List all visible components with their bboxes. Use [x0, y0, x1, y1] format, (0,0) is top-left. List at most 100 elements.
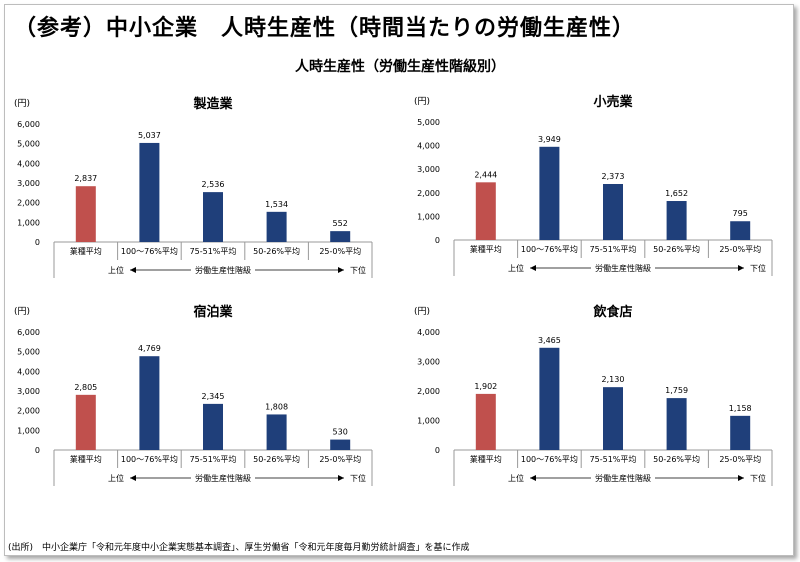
bar [75, 394, 96, 450]
y-tick-label: 3,000 [17, 179, 40, 188]
category-label: 50-26%平均 [253, 246, 300, 256]
bar [539, 146, 560, 240]
bar [666, 201, 687, 240]
chart-title: 飲食店 [592, 304, 632, 320]
category-label: 25-0%平均 [719, 454, 761, 464]
rank-bottom-label: 下位 [350, 265, 366, 275]
rank-top-label: 上位 [508, 473, 524, 483]
y-unit-label: (円) [14, 306, 30, 317]
rank-arrow-right-head [338, 267, 344, 273]
data-label: 552 [333, 219, 348, 228]
bar [330, 231, 351, 242]
chart-restaurant: (円) 飲食店 0 1,000 2,000 3,000 4,000 1,902 業種平均 3,46… [414, 304, 773, 486]
y-tick-label: 1,000 [417, 212, 440, 221]
data-label: 4,769 [138, 344, 161, 353]
data-label: 2,373 [602, 172, 625, 181]
data-label: 1,759 [665, 386, 688, 395]
y-tick-label: 3,000 [17, 387, 40, 396]
rank-top-label: 上位 [108, 265, 124, 275]
bar [203, 192, 223, 242]
data-label: 2,536 [202, 180, 225, 189]
category-label: 業種平均 [70, 454, 102, 464]
y-tick-label: 4,000 [17, 159, 40, 168]
y-tick-label: 2,000 [417, 387, 440, 396]
chart-title: 宿泊業 [193, 304, 233, 320]
y-tick-label: 6,000 [17, 328, 40, 337]
rank-axis-label: 労働生産性階級 [195, 473, 251, 483]
y-tick-label: 0 [35, 446, 40, 455]
chart-title: 製造業 [192, 96, 233, 112]
y-tick-label: 4,000 [417, 328, 440, 337]
bar [475, 182, 496, 240]
category-label: 25-0%平均 [319, 454, 361, 464]
page-subtitle: 人時生産性（労働生産性階級別） [295, 59, 505, 75]
rank-bottom-label: 下位 [350, 473, 366, 483]
y-unit-label: (円) [414, 306, 430, 317]
rank-arrow-right-head [738, 265, 744, 271]
bar [603, 387, 623, 450]
chart-accommodation: (円) 宿泊業 0 1,000 2,000 3,000 4,000 5,000 6,000 2,8… [14, 304, 373, 486]
category-label: 業種平均 [70, 246, 102, 256]
bar [75, 186, 96, 242]
bar [139, 356, 160, 450]
category-label: 50-26%平均 [653, 244, 700, 254]
y-tick-label: 4,000 [17, 367, 40, 376]
page-title: （参考）中小企業 人時生産性（時間当たりの労働生産性） [14, 16, 636, 41]
bar [666, 398, 687, 450]
category-label: 50-26%平均 [253, 454, 300, 464]
data-label: 1,534 [265, 200, 288, 209]
data-label: 530 [333, 428, 348, 437]
data-label: 3,949 [538, 135, 561, 144]
bar [203, 403, 223, 450]
rank-arrow-left-head [530, 475, 536, 481]
y-tick-label: 5,000 [417, 118, 440, 127]
y-tick-label: 0 [435, 236, 440, 245]
y-tick-label: 6,000 [17, 120, 40, 129]
rank-arrow-right-head [338, 475, 344, 481]
category-label: 100～76%平均 [121, 246, 178, 256]
data-label: 1,158 [729, 404, 752, 413]
source-note: (出所) 中小企業庁「令和元年度中小企業実態基本調査」、厚生労働省「令和元年度毎… [8, 543, 470, 553]
rank-arrow-left-head [530, 265, 536, 271]
rank-axis-label: 労働生産性階級 [195, 265, 251, 275]
rank-arrow-right-head [738, 475, 744, 481]
rank-bottom-label: 下位 [750, 263, 766, 273]
bar [266, 211, 287, 242]
category-label: 業種平均 [470, 244, 502, 254]
rank-arrow-left-head [130, 267, 136, 273]
category-label: 25-0%平均 [719, 244, 761, 254]
category-label: 100～76%平均 [121, 454, 178, 464]
chart-retail: (円) 小売業 0 1,000 2,000 3,000 4,000 5,000 2,444 業種平… [414, 94, 773, 276]
bar [603, 183, 623, 240]
category-label: 75-51%平均 [190, 246, 237, 256]
category-label: 75-51%平均 [190, 454, 237, 464]
y-tick-label: 0 [35, 238, 40, 247]
bar [475, 393, 496, 450]
bar [266, 414, 287, 450]
data-label: 1,652 [665, 189, 688, 198]
y-tick-label: 0 [435, 446, 440, 455]
data-label: 2,444 [474, 170, 497, 179]
category-label: 100～76%平均 [521, 454, 578, 464]
category-label: 75-51%平均 [590, 454, 637, 464]
y-tick-label: 1,000 [17, 218, 40, 227]
data-label: 2,130 [602, 375, 625, 384]
category-label: 75-51%平均 [590, 244, 637, 254]
y-tick-label: 3,000 [417, 358, 440, 367]
chart-manufacturing: (円) 製造業 0 1,000 2,000 3,000 4,000 5,000 6,000 2,8… [14, 96, 373, 278]
category-label: 25-0%平均 [319, 246, 361, 256]
rank-axis-label: 労働生産性階級 [595, 473, 651, 483]
data-label: 2,837 [74, 174, 97, 183]
category-label: 100～76%平均 [521, 244, 578, 254]
bar [330, 439, 351, 450]
data-label: 1,808 [265, 402, 288, 411]
y-unit-label: (円) [414, 96, 430, 107]
data-label: 2,345 [202, 392, 225, 401]
y-tick-label: 1,000 [17, 426, 40, 435]
y-tick-label: 2,000 [17, 407, 40, 416]
y-tick-label: 2,000 [17, 199, 40, 208]
bar [730, 221, 751, 240]
rank-top-label: 上位 [108, 473, 124, 483]
y-tick-label: 4,000 [417, 142, 440, 151]
y-tick-label: 1,000 [417, 417, 440, 426]
